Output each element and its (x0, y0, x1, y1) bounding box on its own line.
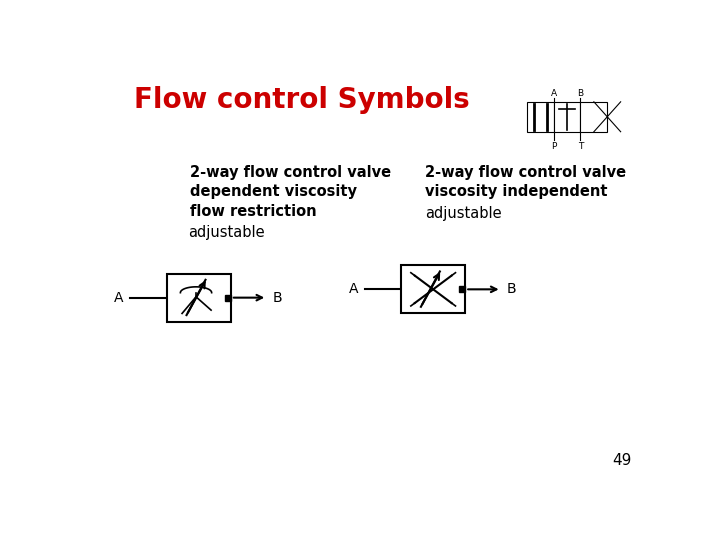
Bar (167, 274, 231, 321)
Text: T: T (577, 142, 583, 151)
Text: B: B (507, 282, 517, 296)
Text: adjustable: adjustable (425, 206, 501, 221)
Text: B: B (273, 291, 282, 305)
Text: adjustable: adjustable (188, 225, 264, 240)
Text: B: B (577, 89, 583, 98)
Bar (554, 102, 580, 132)
Bar (401, 266, 465, 313)
Text: Flow control Symbols: Flow control Symbols (134, 85, 470, 113)
Bar (527, 102, 554, 132)
Bar (580, 102, 607, 132)
Text: 49: 49 (612, 453, 631, 468)
Text: 2-way flow control valve
dependent viscosity
flow restriction: 2-way flow control valve dependent visco… (190, 165, 392, 219)
Text: A: A (348, 282, 358, 296)
Text: A: A (551, 89, 557, 98)
Text: 2-way flow control valve
viscosity independent: 2-way flow control valve viscosity indep… (425, 165, 626, 199)
Text: P: P (551, 142, 557, 151)
Text: A: A (114, 291, 124, 305)
